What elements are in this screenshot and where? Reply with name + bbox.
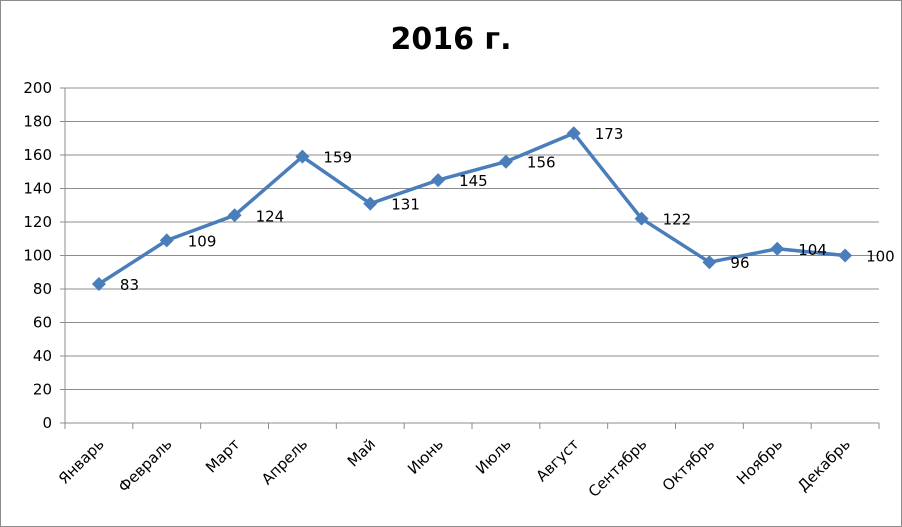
data-label: 109 — [188, 232, 217, 250]
y-tick-label: 60 — [33, 314, 52, 332]
x-tick-label: Октябрь — [659, 435, 719, 495]
y-tick-label: 20 — [33, 381, 52, 399]
y-tick-label: 40 — [33, 347, 52, 365]
data-point — [770, 241, 785, 256]
x-tick-label: Июнь — [404, 435, 447, 478]
x-tick-label: Август — [532, 435, 582, 485]
data-label: 96 — [730, 254, 749, 272]
data-point — [566, 126, 581, 141]
x-tick-label: Декабрь — [794, 435, 854, 495]
data-label: 124 — [256, 207, 285, 225]
x-tick-label: Июль — [472, 435, 515, 478]
y-tick-label: 160 — [23, 146, 52, 164]
data-label: 100 — [866, 248, 895, 266]
data-label: 104 — [798, 241, 827, 259]
data-point — [702, 255, 717, 270]
data-point — [159, 233, 174, 248]
data-label: 159 — [323, 149, 352, 167]
x-tick-label: Май — [344, 435, 379, 470]
data-point — [91, 276, 106, 291]
y-tick-label: 200 — [23, 79, 52, 97]
series-line — [97, 131, 846, 286]
x-tick-label: Январь — [55, 435, 108, 488]
data-label: 122 — [663, 211, 692, 229]
data-point — [838, 248, 853, 263]
data-point — [431, 173, 446, 188]
y-tick-label: 180 — [23, 113, 52, 131]
x-tick-label: Ноябрь — [733, 435, 786, 488]
data-label: 145 — [459, 172, 488, 190]
chart-title: 2016 г. — [390, 22, 512, 57]
y-tick-label: 0 — [42, 414, 52, 432]
x-tick-label: Апрель — [258, 435, 311, 488]
y-tick-label: 140 — [23, 180, 52, 198]
data-label: 156 — [527, 154, 556, 172]
y-tick-label: 120 — [23, 213, 52, 231]
data-point — [227, 208, 242, 223]
x-tick-label: Март — [202, 435, 243, 476]
y-tick-label: 80 — [33, 280, 52, 298]
x-tick-label: Февраль — [115, 435, 176, 496]
y-tick-label: 100 — [23, 247, 52, 265]
data-label: 131 — [391, 196, 420, 214]
data-point — [634, 211, 649, 226]
data-label: 173 — [595, 125, 624, 143]
data-point — [498, 154, 513, 169]
data-label: 83 — [120, 276, 139, 294]
data-point — [363, 196, 378, 211]
data-point — [295, 149, 310, 164]
x-tick-label: Сентябрь — [585, 435, 651, 501]
